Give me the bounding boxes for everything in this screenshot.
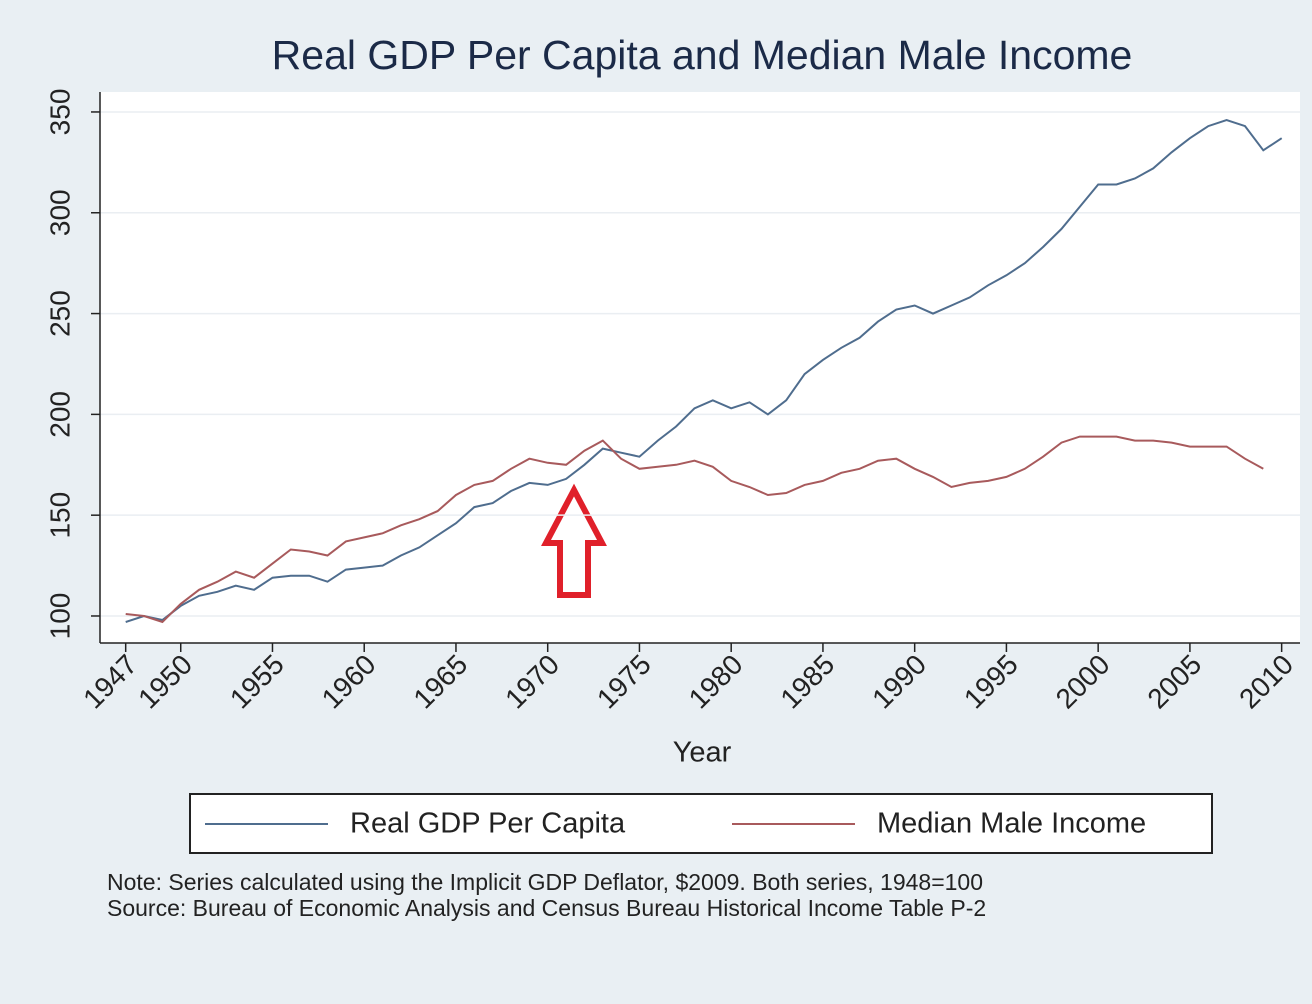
plot-area: [100, 92, 1300, 643]
y-tick-label: 100: [44, 593, 75, 640]
note: Source: Bureau of Economic Analysis and …: [107, 895, 986, 921]
x-tick-label: 1980: [683, 649, 749, 715]
y-tick-label: 150: [44, 492, 75, 539]
x-tick-label: 2005: [1141, 649, 1207, 715]
legend-label: Median Male Income: [877, 808, 1146, 840]
x-tick-label: 1955: [224, 649, 290, 715]
x-tick-label: 1975: [591, 649, 657, 715]
x-tick-label: 1960: [316, 649, 382, 715]
x-tick-label: 1990: [866, 649, 932, 715]
chart-title: Real GDP Per Capita and Median Male Inco…: [272, 32, 1133, 78]
note: Note: Series calculated using the Implic…: [107, 869, 983, 895]
x-tick-label: 1970: [499, 649, 565, 715]
y-tick-label: 300: [44, 189, 75, 236]
legend-label: Real GDP Per Capita: [350, 808, 626, 840]
y-tick-label: 350: [44, 89, 75, 136]
x-tick-label: 2000: [1050, 649, 1116, 715]
arrow-annotation: [541, 483, 607, 598]
x-tick-label: 1947: [77, 649, 143, 715]
x-tick-label: 1995: [958, 649, 1024, 715]
y-tick-label: 250: [44, 290, 75, 337]
y-tick-label: 200: [44, 391, 75, 438]
series-line: [125, 435, 1264, 624]
x-tick-label: 1965: [407, 649, 473, 715]
x-axis-label: Year: [673, 737, 732, 769]
x-tick-label: 2010: [1233, 649, 1299, 715]
x-tick-label: 1985: [774, 649, 840, 715]
x-tick-label: 1950: [132, 649, 198, 715]
legend: [189, 793, 1213, 854]
series-line: [125, 118, 1283, 623]
